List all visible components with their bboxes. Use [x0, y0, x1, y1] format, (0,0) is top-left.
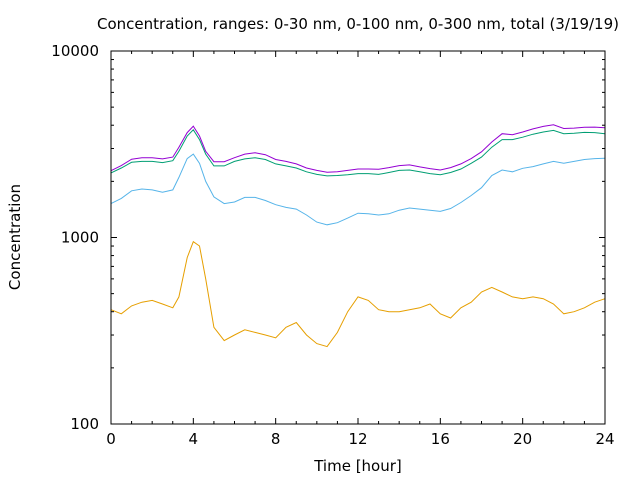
series-line-2	[110, 129, 606, 177]
series-line-1	[110, 153, 606, 226]
y-tick-label: 1000	[61, 229, 99, 247]
chart-title: Concentration, ranges: 0-30 nm, 0-100 nm…	[97, 15, 619, 33]
x-tick-label: 8	[271, 430, 281, 448]
plot-frame	[110, 50, 606, 425]
x-tick-label: 0	[106, 430, 116, 448]
x-tick-label: 12	[348, 430, 367, 448]
x-tick-label: 24	[595, 430, 614, 448]
y-axis-label: Concentration	[6, 184, 24, 290]
x-tick-label: 20	[513, 430, 532, 448]
x-tick-label: 16	[431, 430, 450, 448]
series-line-3	[110, 124, 606, 173]
tick-layer: 0 4 8 12 16 20 24 100 1000 10000	[51, 42, 614, 448]
series-line-0	[110, 240, 606, 348]
y-tick-label: 10000	[51, 42, 99, 60]
x-axis-label: Time [hour]	[313, 457, 402, 475]
y-tick-label: 100	[70, 415, 99, 433]
series-layer	[110, 124, 606, 348]
x-tick-label: 4	[189, 430, 199, 448]
